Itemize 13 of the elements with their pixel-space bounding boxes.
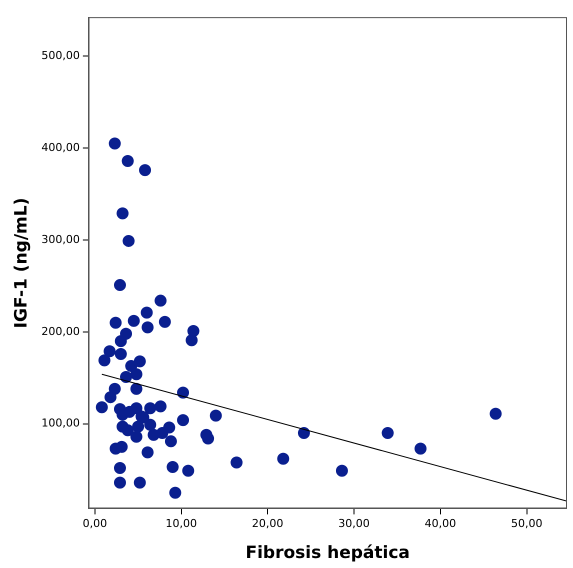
- x-axis-title: Fibrosis hepática: [245, 543, 410, 564]
- x-tick-label: 20,00: [252, 516, 284, 530]
- y-tick-label: 200,00: [41, 324, 80, 338]
- y-tick-label: 100,00: [41, 416, 80, 430]
- x-tick-label: 10,00: [166, 516, 198, 530]
- y-axis-title: IGF-1 (ng/mL): [12, 198, 32, 328]
- x-tick-label: 0,00: [82, 516, 108, 530]
- y-tick-label: 500,00: [41, 49, 80, 62]
- y-tick-label: 300,00: [41, 232, 80, 246]
- x-tick-label: 30,00: [338, 516, 370, 530]
- x-tick-label: 50,00: [511, 516, 543, 530]
- y-tick-label: 400,00: [41, 140, 80, 154]
- x-tick-label: 40,00: [424, 516, 456, 530]
